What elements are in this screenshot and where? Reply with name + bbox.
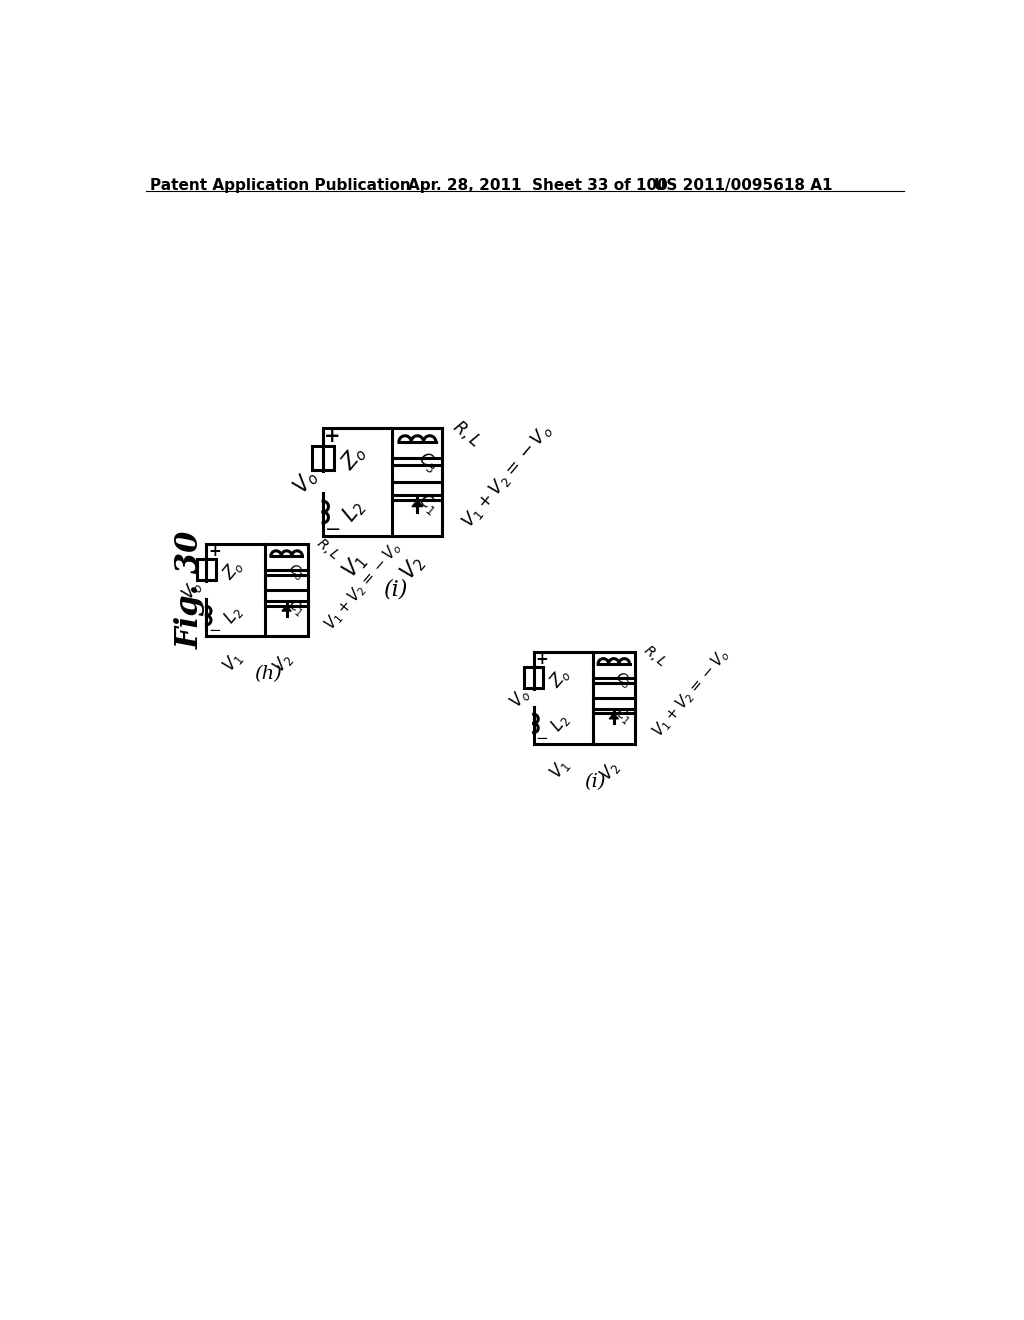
Text: $V_1$: $V_1$ xyxy=(546,755,574,783)
Text: $L_2$: $L_2$ xyxy=(547,709,573,735)
Text: $C_1$: $C_1$ xyxy=(611,705,635,727)
Text: $V_2$: $V_2$ xyxy=(268,649,296,677)
Text: $V_o$: $V_o$ xyxy=(289,465,323,499)
Text: $V_1 + V_2 = -V_o$: $V_1 + V_2 = -V_o$ xyxy=(321,537,406,634)
Text: (h): (h) xyxy=(254,665,282,684)
Text: $Z_o$: $Z_o$ xyxy=(219,556,247,583)
Text: $C_3$: $C_3$ xyxy=(611,669,635,692)
Text: $R, L$: $R, L$ xyxy=(640,643,671,671)
Text: Apr. 28, 2011  Sheet 33 of 100: Apr. 28, 2011 Sheet 33 of 100 xyxy=(408,178,668,193)
Text: Fig. 30: Fig. 30 xyxy=(175,531,206,649)
Text: $C_3$: $C_3$ xyxy=(415,447,442,475)
Text: $V_2$: $V_2$ xyxy=(596,756,624,784)
Text: +: + xyxy=(208,544,220,558)
Text: +: + xyxy=(324,428,341,446)
Text: $V_o$: $V_o$ xyxy=(178,576,206,605)
Polygon shape xyxy=(609,713,618,719)
Text: $V_1$: $V_1$ xyxy=(219,648,247,676)
Text: $L_2$: $L_2$ xyxy=(219,602,246,628)
Text: (i): (i) xyxy=(584,774,605,791)
Text: $V_o$: $V_o$ xyxy=(505,684,534,711)
Text: $Z_o$: $Z_o$ xyxy=(546,664,574,692)
Text: $R, L$: $R, L$ xyxy=(313,535,343,564)
Text: $V_1 + V_2 = -V_o$: $V_1 + V_2 = -V_o$ xyxy=(458,420,556,532)
Text: +: + xyxy=(536,652,548,667)
Text: US 2011/0095618 A1: US 2011/0095618 A1 xyxy=(654,178,833,193)
Text: $-$: $-$ xyxy=(208,623,221,636)
Text: $C_1$: $C_1$ xyxy=(415,490,442,517)
Text: $Z_o$: $Z_o$ xyxy=(337,441,372,475)
Text: $V_1 + V_2 = -V_o$: $V_1 + V_2 = -V_o$ xyxy=(648,645,733,742)
Text: $V_1$: $V_1$ xyxy=(338,549,371,583)
Text: $-$: $-$ xyxy=(535,730,548,744)
Text: $L_2$: $L_2$ xyxy=(338,495,371,527)
Text: $V_2$: $V_2$ xyxy=(395,552,429,585)
Text: $C_3$: $C_3$ xyxy=(284,561,308,585)
Text: $C_1$: $C_1$ xyxy=(285,597,307,620)
Text: $-$: $-$ xyxy=(325,519,340,537)
Polygon shape xyxy=(282,606,291,611)
Text: $R, L$: $R, L$ xyxy=(449,416,484,450)
Text: (i): (i) xyxy=(384,578,409,601)
Text: Patent Application Publication: Patent Application Publication xyxy=(150,178,411,193)
Polygon shape xyxy=(412,500,423,507)
